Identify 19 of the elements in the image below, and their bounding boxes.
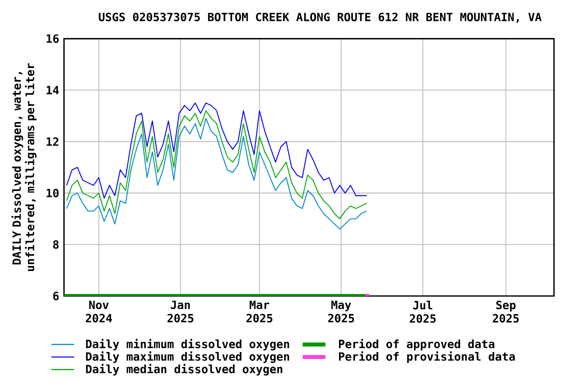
legend-label: Daily minimum dissolved oxygen	[86, 338, 290, 350]
legend-label: Period of approved data	[339, 338, 494, 350]
x-tick-label: Sep 2025	[492, 300, 519, 323]
x-tick-label: May 2025	[328, 300, 354, 322]
legend-label: Daily median dissolved oxygen	[86, 364, 282, 376]
y-tick-label: 16	[46, 34, 59, 43]
y-tick-label: 12	[46, 137, 58, 146]
y-tick-label: 10	[46, 188, 59, 198]
x-tick-label: Mar 2025	[246, 300, 272, 322]
y-axis-title: DAILY Dissolved oxygen, water, unfiltered, milligrams per liter	[12, 63, 36, 272]
y-tick-label: 14	[46, 86, 59, 94]
x-tick-label: Jan 2025	[167, 300, 194, 322]
x-tick-label: Jul 2025	[410, 300, 436, 323]
x-tick-label: Nov 2024	[86, 300, 112, 322]
legend-label: Daily maximum dissolved oxygen	[86, 351, 290, 363]
y-tick-label: 8	[53, 240, 59, 249]
legend-label: Period of provisional data	[339, 351, 515, 363]
chart-title: USGS 0205373075 BOTTOM CREEK ALONG ROUTE 612 NR BENT MOUNTAIN, VA	[98, 12, 542, 23]
y-tick-label: 6	[53, 292, 59, 300]
